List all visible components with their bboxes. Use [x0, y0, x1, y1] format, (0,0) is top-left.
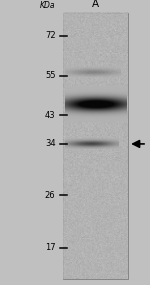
Text: 17: 17 — [45, 243, 56, 253]
Text: 26: 26 — [45, 191, 56, 200]
Text: KDa: KDa — [40, 1, 56, 10]
Text: 72: 72 — [45, 31, 56, 40]
Text: A: A — [92, 0, 99, 9]
Text: 43: 43 — [45, 111, 56, 120]
Text: 34: 34 — [45, 139, 56, 148]
Bar — [63, 13, 128, 279]
Text: 55: 55 — [45, 71, 56, 80]
